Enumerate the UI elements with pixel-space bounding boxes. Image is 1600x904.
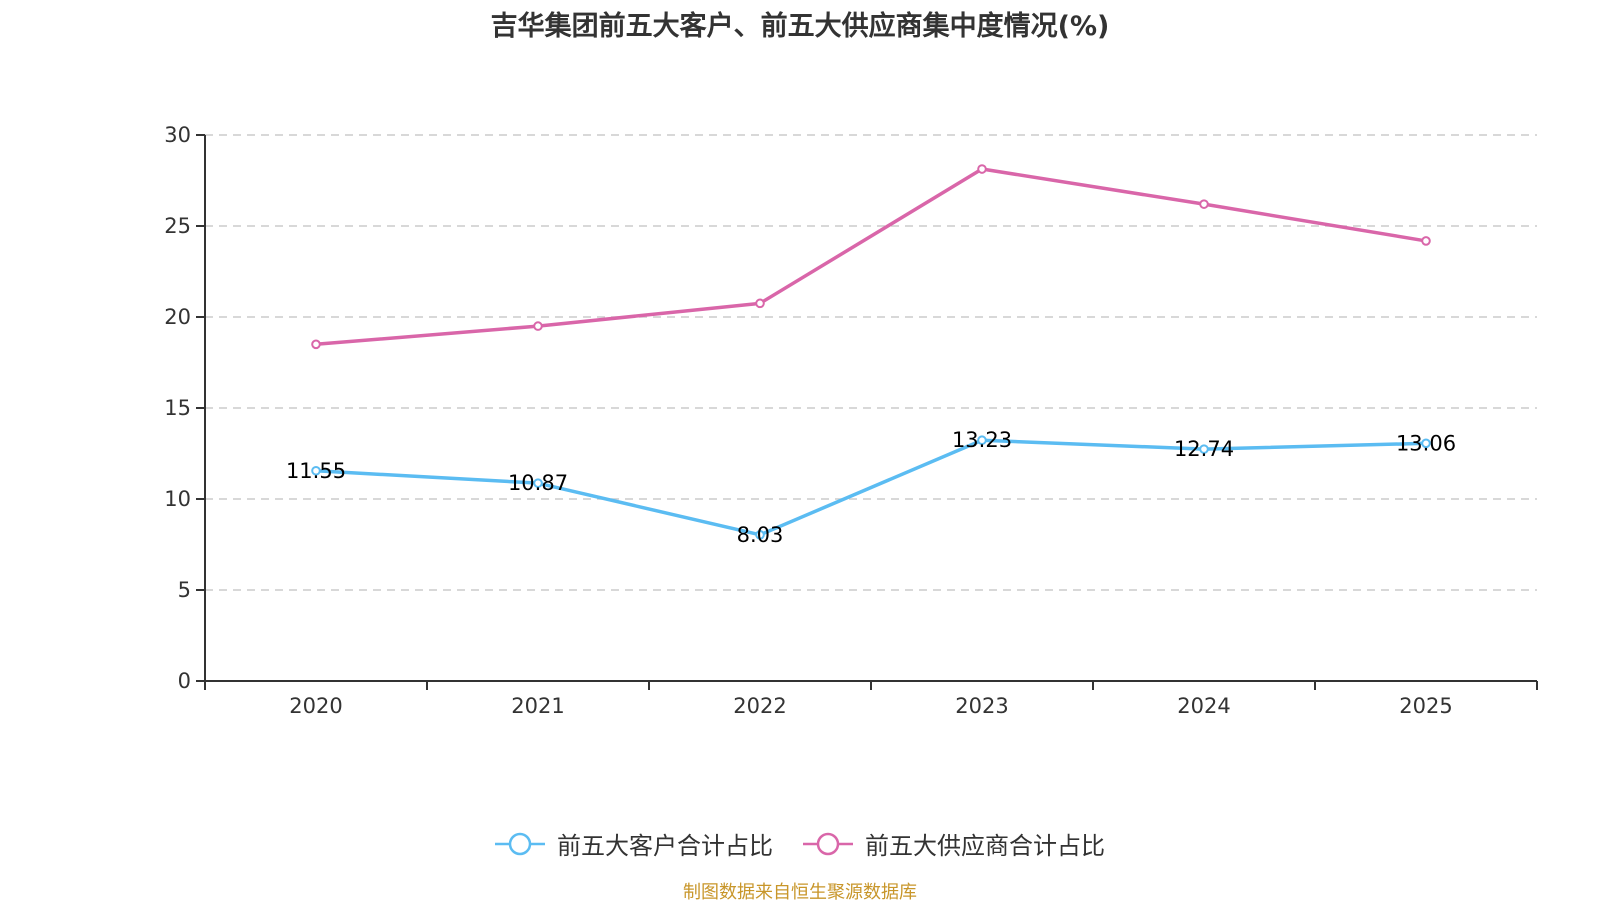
- data-point: [311, 465, 321, 476]
- data-label: 11.55: [286, 459, 346, 483]
- data-point: [1199, 199, 1209, 209]
- y-tick-label: 25: [164, 214, 191, 238]
- y-tick-label: 0: [178, 669, 191, 693]
- legend-label: 前五大客户合计占比: [557, 832, 773, 860]
- y-tick-label: 10: [164, 487, 191, 511]
- legend-line-circle-icon: [495, 832, 545, 855]
- x-tick-label: 2022: [733, 694, 786, 718]
- data-point: [1421, 236, 1431, 246]
- series-0: [311, 435, 1431, 540]
- data-point: [533, 321, 543, 331]
- series-lines: [311, 164, 1431, 540]
- chart-title: 吉华集团前五大客户、前五大供应商集中度情况(%): [490, 11, 1110, 42]
- series-line: [315, 438, 1427, 537]
- data-point: [1199, 444, 1209, 454]
- legend-item-suppliers[interactable]: 前五大供应商合计占比: [803, 826, 1105, 861]
- data-point: [977, 435, 987, 446]
- y-tick-label: 5: [178, 578, 191, 602]
- data-point: [755, 298, 765, 309]
- data-point: [533, 478, 543, 488]
- x-tick-label: 2020: [289, 694, 342, 718]
- grid-lines: [205, 134, 1537, 591]
- data-label: 10.87: [508, 471, 568, 495]
- data-label: 13.06: [1396, 431, 1456, 455]
- data-labels: 11.55 10.87 8.03 13.23 12.74 13.06: [286, 428, 1456, 547]
- y-tick-label: 30: [164, 123, 191, 147]
- series-1: [311, 164, 1431, 350]
- source-note: 制图数据来自恒生聚源数据库: [683, 882, 917, 903]
- y-tick-label: 15: [164, 396, 191, 420]
- data-label: 12.74: [1174, 437, 1234, 461]
- data-label: 13.23: [952, 428, 1012, 452]
- legend-line-circle-icon: [803, 832, 853, 855]
- y-tick-label: 20: [164, 305, 191, 329]
- x-tick-label: 2024: [1177, 694, 1230, 718]
- x-tick-label: 2025: [1399, 694, 1452, 718]
- x-tick-label: 2023: [955, 694, 1008, 718]
- legend-label: 前五大供应商合计占比: [865, 832, 1105, 860]
- legend-item-customers[interactable]: 前五大客户合计占比: [495, 826, 773, 861]
- legend: 前五大客户合计占比 前五大供应商合计占比: [0, 826, 1600, 861]
- data-point: [977, 164, 987, 174]
- data-point: [311, 339, 321, 350]
- x-tick-label: 2021: [511, 694, 564, 718]
- data-point: [1421, 438, 1431, 449]
- data-point: [755, 530, 765, 540]
- series-line: [315, 167, 1427, 347]
- data-label: 8.03: [737, 523, 784, 547]
